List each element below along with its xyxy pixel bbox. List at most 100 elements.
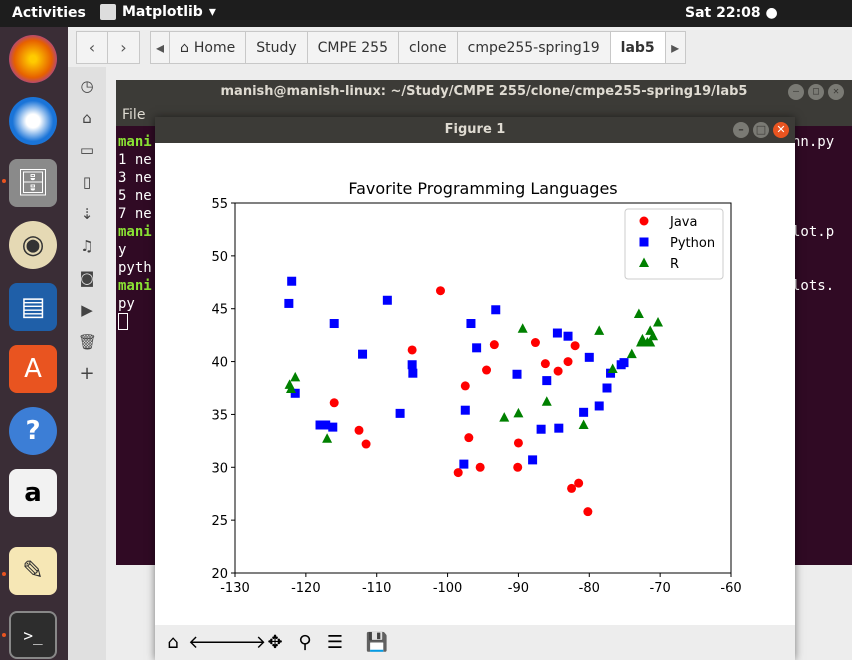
x-tick-label: -110	[362, 581, 392, 596]
y-tick-label: 55	[211, 197, 228, 212]
recent-icon[interactable]: ◷	[80, 77, 94, 95]
series-java	[315, 286, 593, 517]
data-point-java	[475, 462, 485, 472]
save-icon[interactable]: 💾	[365, 631, 389, 653]
data-point-python	[382, 295, 392, 305]
crumb-study[interactable]: Study	[246, 31, 308, 64]
x-tick-label: -70	[650, 581, 671, 596]
data-point-python	[287, 276, 297, 286]
crumb-cmpe255-spring19[interactable]: cmpe255-spring19	[457, 31, 611, 64]
forward-icon[interactable]: 🡒	[218, 631, 267, 653]
y-tick-label: 40	[211, 356, 228, 371]
back-button[interactable]: ‹	[76, 31, 108, 64]
home-icon[interactable]: ⌂	[167, 631, 179, 653]
trash-icon[interactable]: 🗑	[78, 333, 98, 351]
video-icon[interactable]: ▶	[81, 301, 93, 319]
legend-marker-python	[639, 237, 649, 247]
y-tick-label: 30	[211, 461, 228, 476]
plot-toolbar: ⌂ 🡐 🡒 ✥ ⚲ ☰ 💾	[155, 625, 795, 660]
maximize-icon[interactable]: □	[808, 84, 824, 100]
software-center-icon[interactable]: A	[9, 345, 57, 393]
home-icon: ⌂	[180, 39, 189, 56]
data-point-python	[528, 455, 538, 465]
legend: Java Python R	[624, 208, 724, 280]
chevron-right-icon: ›	[120, 38, 127, 57]
x-tick-label: -90	[508, 581, 529, 596]
crumb-home[interactable]: ⌂ Home	[170, 31, 247, 64]
chart-title: Favorite Programming Languages	[348, 179, 617, 198]
crumb-cmpe255[interactable]: CMPE 255	[307, 31, 399, 64]
data-point-java	[464, 433, 474, 443]
crumb-clone[interactable]: clone	[398, 31, 458, 64]
matplotlib-icon	[100, 4, 116, 20]
data-point-python	[460, 405, 470, 415]
libreoffice-writer-icon[interactable]: ▤	[9, 283, 57, 331]
camera-icon[interactable]: ◙	[79, 269, 95, 287]
series-r	[284, 308, 664, 443]
folder-icon[interactable]: ▭	[79, 141, 95, 159]
data-point-python	[552, 328, 562, 338]
clock[interactable]: Sat 22:08 ●	[685, 5, 778, 21]
terminal-title: manish@manish-linux: ~/Study/CMPE 255/cl…	[116, 80, 852, 104]
top-bar: Activities Matplotlib ▾ Sat 22:08 ●	[0, 0, 852, 27]
home-icon[interactable]: ⌂	[82, 109, 92, 127]
download-icon[interactable]: ⇣	[80, 205, 94, 223]
firefox-icon[interactable]	[9, 35, 57, 83]
chevron-left-icon: ‹	[88, 38, 96, 57]
figure-window[interactable]: Figure 1 – □ ✕ Favorite Programming Lang…	[155, 117, 795, 660]
back-icon[interactable]: 🡐	[188, 631, 237, 653]
close-icon[interactable]: ✕	[773, 122, 789, 138]
thunderbird-icon[interactable]	[9, 97, 57, 145]
menu-file[interactable]: File	[122, 107, 146, 123]
text-editor-icon[interactable]: ✎	[9, 547, 57, 595]
app-name: Matplotlib	[122, 4, 203, 20]
legend-label: R	[670, 257, 679, 272]
data-point-java	[513, 462, 523, 472]
running-indicator	[2, 633, 6, 637]
amazon-icon[interactable]: a	[9, 469, 57, 517]
data-point-java	[530, 338, 540, 348]
data-point-r	[499, 412, 510, 422]
data-point-python	[594, 401, 604, 411]
help-icon[interactable]: ?	[9, 407, 57, 455]
document-icon[interactable]: ▯	[82, 173, 92, 191]
music-icon[interactable]: ♫	[80, 237, 94, 255]
data-point-python	[491, 305, 501, 315]
zoom-icon[interactable]: ⚲	[298, 631, 312, 653]
configure-icon[interactable]: ☰	[326, 631, 344, 653]
legend-label: Java	[669, 215, 697, 230]
path-scroll-left[interactable]: ◂	[150, 31, 170, 64]
rhythmbox-icon[interactable]: ◉	[9, 221, 57, 269]
data-point-python	[459, 459, 469, 469]
data-point-java	[574, 478, 584, 488]
minimize-icon[interactable]: –	[733, 122, 749, 138]
term-line: mani	[118, 278, 152, 294]
status-dot-icon: ●	[765, 5, 778, 21]
data-point-python	[466, 319, 476, 329]
minimize-icon[interactable]: –	[788, 84, 804, 100]
series-python	[284, 276, 629, 469]
activities-button[interactable]: Activities	[12, 5, 86, 21]
data-point-python	[512, 369, 522, 379]
pan-icon[interactable]: ✥	[267, 631, 283, 653]
app-menu[interactable]: Matplotlib ▾	[100, 4, 216, 20]
data-point-java	[489, 340, 499, 350]
legend-label: Python	[670, 236, 715, 251]
term-line-right: lot.p	[792, 224, 835, 240]
dock: 🗄 ◉ ▤ A ? a ✎ >_	[0, 27, 68, 660]
data-point-python	[407, 360, 417, 370]
crumb-lab5[interactable]: lab5	[610, 31, 666, 64]
add-location-icon[interactable]: +	[79, 363, 95, 384]
maximize-icon[interactable]: □	[753, 122, 769, 138]
path-scroll-right[interactable]: ▸	[665, 31, 686, 64]
terminal-icon[interactable]: >_	[9, 611, 57, 659]
data-point-r	[594, 325, 605, 335]
data-point-java	[354, 425, 364, 435]
term-line: 1 ne	[118, 152, 152, 168]
forward-button[interactable]: ›	[108, 31, 140, 64]
files-icon[interactable]: 🗄	[9, 159, 57, 207]
close-icon[interactable]: ✕	[828, 84, 844, 100]
term-line-right: nn.py	[792, 134, 835, 150]
scatter-plot[interactable]: Favorite Programming Languages -130 -120 -1…	[155, 143, 795, 625]
term-line-right: lots.	[792, 278, 835, 294]
